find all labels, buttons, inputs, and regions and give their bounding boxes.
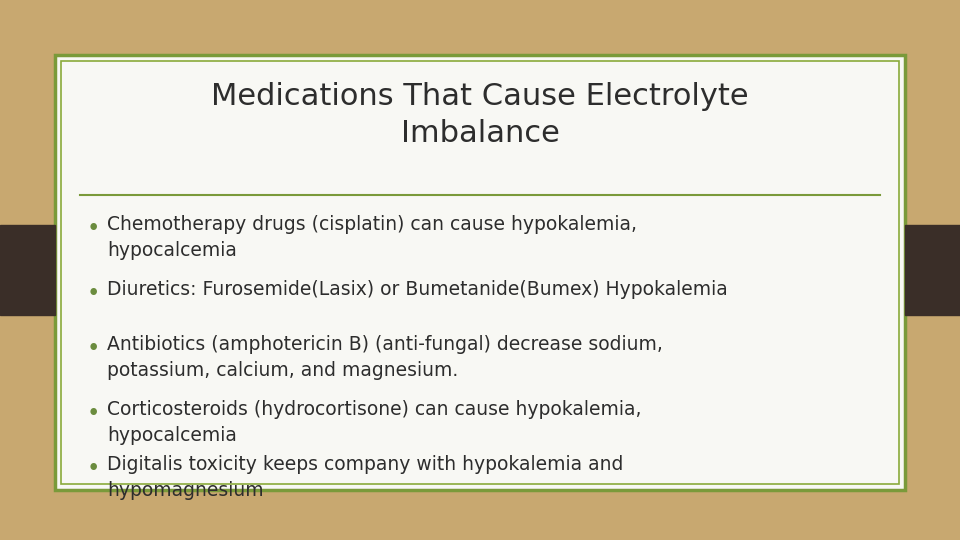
Text: •: • (86, 217, 100, 240)
Bar (905, 225, 960, 315)
Text: •: • (86, 457, 100, 480)
Bar (0, 225, 55, 315)
Text: Corticosteroids (hydrocortisone) can cause hypokalemia,
hypocalcemia: Corticosteroids (hydrocortisone) can cau… (107, 400, 641, 445)
Bar (61, 61, 899, 484)
Text: Medications That Cause Electrolyte
Imbalance: Medications That Cause Electrolyte Imbal… (211, 82, 749, 148)
Text: Antibiotics (amphotericin B) (anti-fungal) decrease sodium,
potassium, calcium, : Antibiotics (amphotericin B) (anti-funga… (107, 335, 662, 380)
Text: Diuretics: Furosemide(Lasix) or Bumetanide(Bumex) Hypokalemia: Diuretics: Furosemide(Lasix) or Bumetani… (107, 280, 728, 299)
Text: Digitalis toxicity keeps company with hypokalemia and
hypomagnesium: Digitalis toxicity keeps company with hy… (107, 455, 623, 500)
Text: •: • (86, 337, 100, 360)
Text: Chemotherapy drugs (cisplatin) can cause hypokalemia,
hypocalcemia: Chemotherapy drugs (cisplatin) can cause… (107, 215, 637, 260)
Text: •: • (86, 282, 100, 305)
Bar (55, 55, 905, 490)
Text: •: • (86, 402, 100, 425)
